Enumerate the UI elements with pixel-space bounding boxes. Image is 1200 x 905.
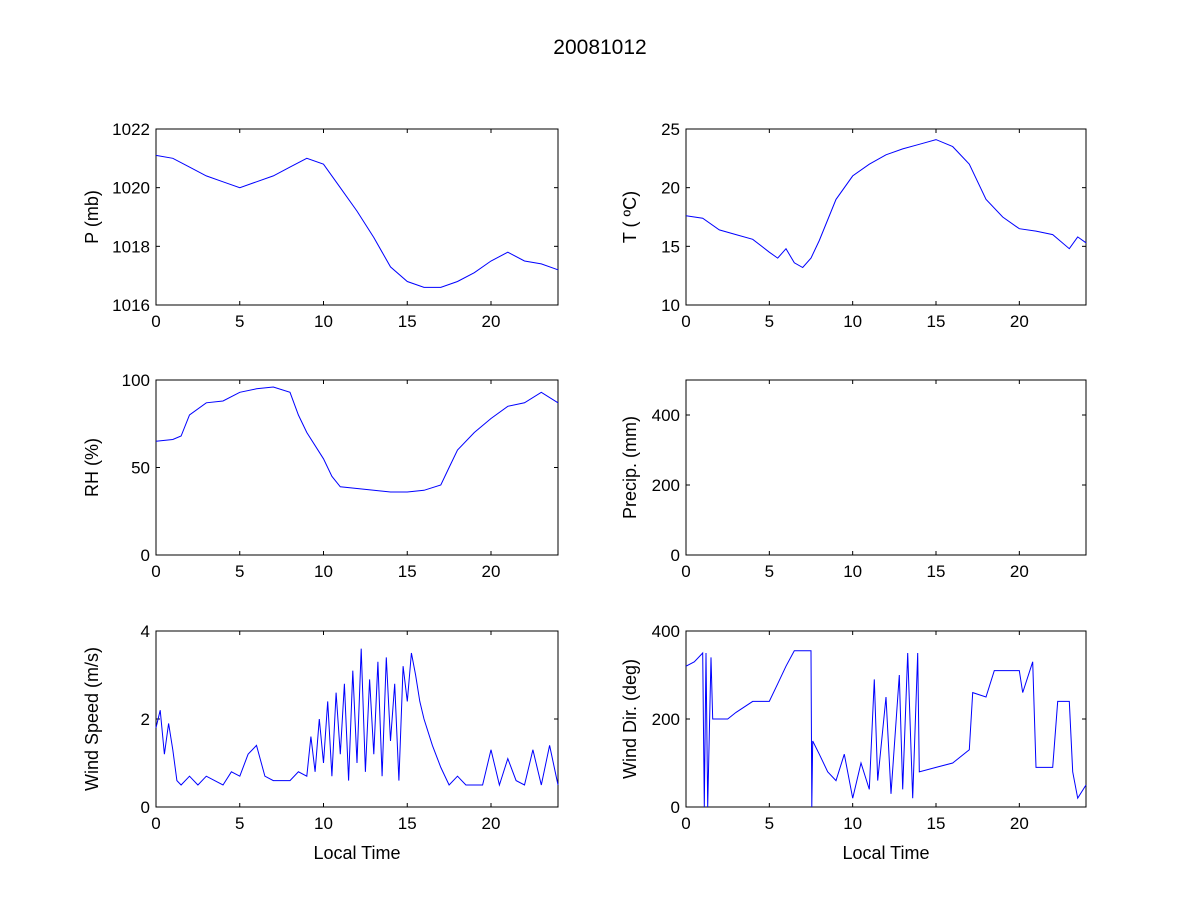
series-line: [685, 139, 1087, 269]
x-tick-label: 5: [235, 312, 244, 331]
y-tick-label: 50: [131, 459, 150, 478]
y-tick-label: 0: [141, 798, 150, 817]
x-tick-label: 20: [482, 814, 501, 833]
x-tick-label: 5: [235, 814, 244, 833]
axes-box: [685, 630, 1087, 808]
axes-box: [685, 128, 1087, 306]
series-line: [155, 386, 559, 493]
x-tick-label: 10: [314, 814, 333, 833]
series-line: [155, 154, 559, 288]
y-tick-label: 1018: [112, 237, 150, 256]
y-axis-label: Wind Dir. (deg): [620, 659, 640, 779]
x-tick-label: 20: [1010, 312, 1029, 331]
x-tick-label: 20: [482, 562, 501, 581]
x-tick-label: 5: [765, 312, 774, 331]
y-tick-label: 25: [661, 120, 680, 139]
x-tick-label: 5: [765, 814, 774, 833]
y-tick-label: 0: [141, 546, 150, 565]
x-tick-label: 0: [681, 562, 690, 581]
subplot-top-left: 0 5 10 15 20 1016 1018 1020 1022 P (mb): [82, 120, 559, 331]
y-tick-label: 200: [652, 710, 680, 729]
x-tick-label: 15: [398, 814, 417, 833]
y-tick-label: 1022: [112, 120, 150, 139]
axes-box: [685, 379, 1087, 556]
y-tick-label: 0: [671, 798, 680, 817]
y-axis-label: P (mb): [82, 190, 102, 244]
y-axis-label: RH (%): [82, 438, 102, 497]
y-tick-label: 20: [661, 179, 680, 198]
figure-title: 20081012: [553, 36, 646, 59]
x-tick-label: 20: [482, 312, 501, 331]
x-tick-label: 0: [681, 814, 690, 833]
x-tick-label: 15: [398, 562, 417, 581]
x-tick-label: 0: [151, 814, 160, 833]
x-tick-label: 10: [843, 312, 862, 331]
y-tick-label: 0: [671, 546, 680, 565]
subplot-middle-left: 0 5 10 15 20 0 50 100 RH (%): [82, 371, 559, 581]
x-tick-label: 15: [927, 562, 946, 581]
y-tick-label: 1016: [112, 296, 150, 315]
y-axis-label: Precip. (mm): [620, 416, 640, 519]
series-line: [685, 650, 1087, 808]
y-axis-label: Wind Speed (m/s): [82, 647, 102, 791]
y-tick-label: 400: [652, 622, 680, 641]
x-tick-label: 5: [765, 562, 774, 581]
x-tick-label: 10: [843, 562, 862, 581]
axes-box: [155, 630, 559, 808]
subplot-bottom-left: 0 5 10 15 20 0 2 4 Wind Speed (m/s) Local Time: [82, 622, 559, 863]
axes-box: [155, 128, 559, 306]
x-tick-label: 10: [314, 312, 333, 331]
x-tick-label: 0: [151, 562, 160, 581]
series-line: [155, 648, 559, 787]
x-tick-label: 20: [1010, 814, 1029, 833]
y-tick-label: 2: [141, 710, 150, 729]
y-tick-label: 15: [661, 237, 680, 256]
x-tick-label: 10: [314, 562, 333, 581]
x-tick-label: 15: [927, 312, 946, 331]
axes-box: [155, 379, 559, 556]
x-tick-label: 0: [151, 312, 160, 331]
y-tick-label: 10: [661, 296, 680, 315]
y-axis-label: T ( ºC): [620, 191, 640, 243]
y-tick-label: 4: [141, 622, 150, 641]
y-tick-label: 400: [652, 406, 680, 425]
y-tick-label: 200: [652, 476, 680, 495]
x-tick-label: 20: [1010, 562, 1029, 581]
subplot-top-right: 0 5 10 15 20 10 15 20 25 T ( ºC): [620, 120, 1087, 331]
x-tick-label: 5: [235, 562, 244, 581]
x-tick-label: 15: [927, 814, 946, 833]
y-tick-label: 100: [122, 371, 150, 390]
x-tick-label: 15: [398, 312, 417, 331]
x-tick-label: 0: [681, 312, 690, 331]
x-axis-label: Local Time: [313, 843, 400, 863]
y-tick-label: 1020: [112, 179, 150, 198]
x-axis-label: Local Time: [842, 843, 929, 863]
x-tick-label: 10: [843, 814, 862, 833]
